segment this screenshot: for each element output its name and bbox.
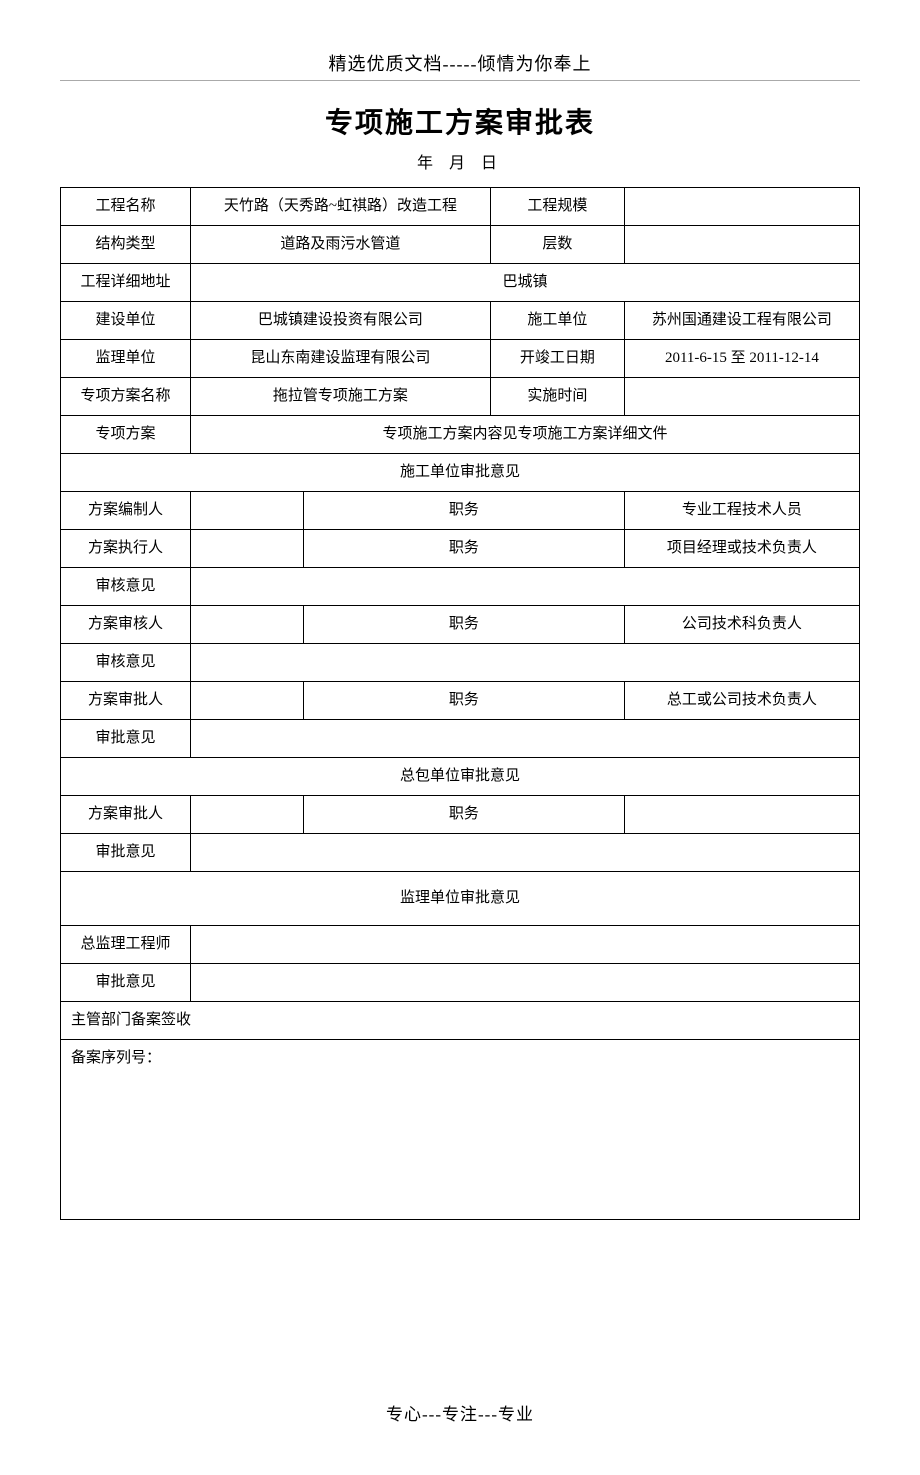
label-plan-name: 专项方案名称	[61, 378, 191, 416]
label-chief-engineer: 总监理工程师	[61, 926, 191, 964]
row-section-construction: 施工单位审批意见	[61, 454, 860, 492]
label-supervise-unit: 监理单位	[61, 340, 191, 378]
label-build-unit: 建设单位	[61, 302, 191, 340]
label-address: 工程详细地址	[61, 264, 191, 302]
label-gc-approver-position: 职务	[303, 796, 624, 834]
label-approve-opinion-1: 审批意见	[61, 720, 191, 758]
label-plan: 专项方案	[61, 416, 191, 454]
row-project-name: 工程名称 天竹路（天秀路~虹祺路）改造工程 工程规模	[61, 188, 860, 226]
label-impl-time: 实施时间	[490, 378, 624, 416]
value-construct-unit: 苏州国通建设工程有限公司	[624, 302, 859, 340]
value-reviewer	[191, 606, 304, 644]
row-address: 工程详细地址 巴城镇	[61, 264, 860, 302]
label-structure-type: 结构类型	[61, 226, 191, 264]
value-gc-approver-position	[624, 796, 859, 834]
label-compiler-position: 职务	[303, 492, 624, 530]
label-supervise-approve-opinion: 审批意见	[61, 964, 191, 1002]
row-approve-opinion-1: 审批意见	[61, 720, 860, 758]
label-executor: 方案执行人	[61, 530, 191, 568]
label-project-name: 工程名称	[61, 188, 191, 226]
value-project-name: 天竹路（天秀路~虹祺路）改造工程	[191, 188, 491, 226]
row-build-unit: 建设单位 巴城镇建设投资有限公司 施工单位 苏州国通建设工程有限公司	[61, 302, 860, 340]
label-construct-unit: 施工单位	[490, 302, 624, 340]
label-executor-position: 职务	[303, 530, 624, 568]
approval-table: 工程名称 天竹路（天秀路~虹祺路）改造工程 工程规模 结构类型 道路及雨污水管道…	[60, 187, 860, 1220]
value-supervise-approve-opinion	[191, 964, 860, 1002]
value-gc-approve-opinion	[191, 834, 860, 872]
value-build-unit: 巴城镇建设投资有限公司	[191, 302, 491, 340]
label-reviewer: 方案审核人	[61, 606, 191, 644]
label-dates: 开竣工日期	[490, 340, 624, 378]
row-review-opinion-2: 审核意见	[61, 644, 860, 682]
value-address: 巴城镇	[191, 264, 860, 302]
value-review-opinion-1	[191, 568, 860, 606]
value-project-scale	[624, 188, 859, 226]
row-gc-approver: 方案审批人 职务	[61, 796, 860, 834]
row-chief-engineer: 总监理工程师	[61, 926, 860, 964]
value-supervise-unit: 昆山东南建设监理有限公司	[191, 340, 491, 378]
value-executor	[191, 530, 304, 568]
label-review-opinion-2: 审核意见	[61, 644, 191, 682]
row-compiler: 方案编制人 职务 专业工程技术人员	[61, 492, 860, 530]
value-compiler	[191, 492, 304, 530]
page-title: 专项施工方案审批表	[60, 101, 860, 141]
row-approver: 方案审批人 职务 总工或公司技术负责人	[61, 682, 860, 720]
row-supervise-unit: 监理单位 昆山东南建设监理有限公司 开竣工日期 2011-6-15 至 2011…	[61, 340, 860, 378]
value-gc-approver	[191, 796, 304, 834]
header-rule	[60, 80, 860, 81]
row-section-gc: 总包单位审批意见	[61, 758, 860, 796]
row-supervise-approve-opinion: 审批意见	[61, 964, 860, 1002]
section-construction-opinion: 施工单位审批意见	[61, 454, 860, 492]
row-plan: 专项方案 专项施工方案内容见专项施工方案详细文件	[61, 416, 860, 454]
date-line: 年 月 日	[60, 149, 860, 173]
value-approve-opinion-1	[191, 720, 860, 758]
label-reviewer-position: 职务	[303, 606, 624, 644]
label-floors: 层数	[490, 226, 624, 264]
value-structure-type: 道路及雨污水管道	[191, 226, 491, 264]
label-compiler: 方案编制人	[61, 492, 191, 530]
label-project-scale: 工程规模	[490, 188, 624, 226]
row-review-opinion-1: 审核意见	[61, 568, 860, 606]
label-review-opinion-1: 审核意见	[61, 568, 191, 606]
label-gc-approver: 方案审批人	[61, 796, 191, 834]
row-gc-approve-opinion: 审批意见	[61, 834, 860, 872]
row-structure-type: 结构类型 道路及雨污水管道 层数	[61, 226, 860, 264]
value-chief-engineer	[191, 926, 860, 964]
value-review-opinion-2	[191, 644, 860, 682]
value-plan-name: 拖拉管专项施工方案	[191, 378, 491, 416]
footer-text: 专心---专注---专业	[60, 1400, 860, 1425]
label-record-serial: 备案序列号：	[61, 1040, 860, 1220]
value-reviewer-position: 公司技术科负责人	[624, 606, 859, 644]
section-supervise-opinion: 监理单位审批意见	[61, 872, 860, 926]
value-floors	[624, 226, 859, 264]
row-executor: 方案执行人 职务 项目经理或技术负责人	[61, 530, 860, 568]
value-impl-time	[624, 378, 859, 416]
label-gc-approve-opinion: 审批意见	[61, 834, 191, 872]
row-plan-name: 专项方案名称 拖拉管专项施工方案 实施时间	[61, 378, 860, 416]
value-executor-position: 项目经理或技术负责人	[624, 530, 859, 568]
row-dept-record: 主管部门备案签收	[61, 1002, 860, 1040]
value-approver	[191, 682, 304, 720]
value-compiler-position: 专业工程技术人员	[624, 492, 859, 530]
header-top-text: 精选优质文档-----倾情为你奉上	[60, 50, 860, 76]
value-approver-position: 总工或公司技术负责人	[624, 682, 859, 720]
row-record-serial: 备案序列号：	[61, 1040, 860, 1220]
value-dates: 2011-6-15 至 2011-12-14	[624, 340, 859, 378]
label-approver: 方案审批人	[61, 682, 191, 720]
value-plan: 专项施工方案内容见专项施工方案详细文件	[191, 416, 860, 454]
section-gc-opinion: 总包单位审批意见	[61, 758, 860, 796]
label-approver-position: 职务	[303, 682, 624, 720]
label-dept-record: 主管部门备案签收	[61, 1002, 860, 1040]
row-reviewer: 方案审核人 职务 公司技术科负责人	[61, 606, 860, 644]
row-section-supervise: 监理单位审批意见	[61, 872, 860, 926]
